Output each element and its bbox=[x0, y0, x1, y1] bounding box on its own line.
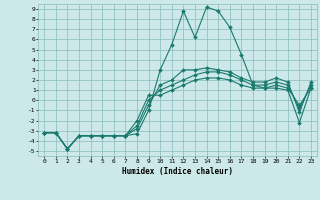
X-axis label: Humidex (Indice chaleur): Humidex (Indice chaleur) bbox=[122, 167, 233, 176]
